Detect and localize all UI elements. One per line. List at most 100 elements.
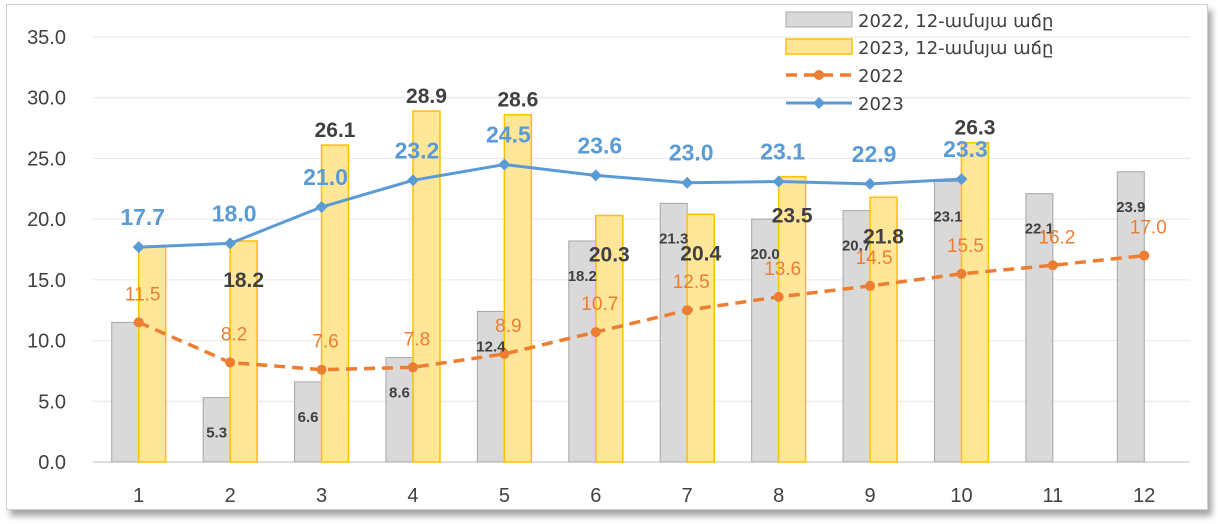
x-tick-label: 3	[316, 485, 327, 507]
y-tick-label: 35.0	[27, 27, 66, 49]
label-2022-bar: 18.2	[568, 268, 597, 285]
legend: 2022, 12-ամսյա աճը 2023, 12-ամսյա աճը 2022…	[785, 11, 1053, 115]
x-tick-label: 5	[499, 485, 510, 507]
point-2023	[406, 174, 419, 187]
bar-2023	[686, 213, 715, 463]
label-2023-line: 23.2	[395, 137, 440, 163]
point-2022	[773, 291, 784, 302]
label-2023-line: 23.6	[577, 132, 622, 158]
x-tick-label: 6	[590, 485, 601, 507]
label-2022-bar: 12.4	[476, 338, 506, 355]
y-axis-ticks: 0.0 5.0 10.0 15.0 20.0 25.0 30.0 35.0	[27, 27, 66, 474]
label-2022-bar: 23.9	[1116, 199, 1145, 216]
label-2023-line: 23.1	[760, 139, 805, 165]
bar-2023	[595, 214, 624, 463]
label-2022-line: 8.2	[221, 324, 247, 345]
bar-2022	[1116, 171, 1145, 463]
label-2022-line: 17.0	[1130, 218, 1167, 239]
data-labels: 5.3 6.6 8.6 12.4 18.2 21.3 20.0 20.7 23.1 22.1 23.…	[120, 85, 1166, 442]
label-2023-bar: 26.1	[315, 119, 356, 142]
legend-label: 2022, 12-ամսյա աճը	[858, 11, 1053, 32]
point-2022	[407, 362, 418, 373]
bar-2022	[385, 357, 414, 463]
bar-2022	[933, 181, 962, 463]
legend-label: 2023	[858, 94, 904, 115]
x-tick-label: 10	[950, 485, 972, 507]
point-2022	[590, 327, 601, 338]
label-2022-line: 15.5	[947, 236, 984, 257]
point-2023	[224, 237, 237, 250]
label-2023-bar: 18.2	[223, 269, 264, 292]
legend-swatch-2022-bar	[785, 11, 853, 28]
legend-label: 2023, 12-ամսյա աճը	[858, 38, 1053, 59]
legend-marker-2023	[813, 97, 825, 109]
point-2022	[499, 348, 510, 359]
label-2022-line: 13.6	[764, 259, 801, 280]
bar-2023	[503, 113, 533, 463]
y-tick-label: 0.0	[38, 452, 66, 474]
legend-marker-2022	[814, 70, 824, 80]
label-2022-line: 10.7	[581, 294, 618, 315]
x-tick-label: 4	[407, 485, 418, 507]
label-2023-bar: 23.5	[772, 205, 813, 228]
label-2023-line: 17.7	[120, 204, 165, 230]
point-2022	[865, 280, 876, 291]
point-2023	[589, 169, 602, 182]
bar-2022	[1025, 193, 1054, 463]
label-2023-line: 23.0	[669, 140, 714, 166]
label-2023-bar: 28.6	[497, 89, 538, 112]
line-2022	[138, 253, 1145, 372]
lines	[132, 158, 1150, 375]
y-tick-label: 10.0	[27, 331, 66, 353]
point-2023	[315, 201, 328, 213]
label-2022-bar: 5.3	[206, 425, 227, 442]
y-tick-label: 25.0	[27, 148, 66, 170]
bar-2023	[137, 246, 167, 463]
label-2023-bar: 28.9	[406, 85, 447, 108]
y-tick-label: 20.0	[27, 209, 66, 231]
point-2022	[225, 357, 236, 368]
bar-2022	[842, 210, 871, 463]
x-tick-label: 1	[133, 485, 144, 507]
point-2023	[681, 176, 694, 189]
y-tick-label: 15.0	[27, 270, 66, 292]
label-2022-bar: 6.6	[298, 409, 319, 426]
x-tick-label: 12	[1133, 485, 1155, 507]
bar-2022	[751, 218, 780, 463]
bar-2022	[111, 321, 140, 463]
label-2022-bar: 23.1	[933, 209, 962, 226]
point-2022	[316, 364, 327, 375]
x-tick-label: 9	[864, 485, 875, 507]
y-tick-label: 5.0	[38, 391, 66, 413]
label-2023-line: 21.0	[303, 164, 348, 190]
legend-label: 2022	[858, 66, 904, 87]
label-2023-line: 23.3	[943, 136, 988, 162]
bar-2023	[320, 144, 350, 463]
label-2022-line: 14.5	[856, 248, 893, 269]
point-2022	[1139, 250, 1150, 261]
point-2023	[772, 175, 785, 188]
point-2023	[498, 158, 511, 171]
legend-swatch-2023-bar	[785, 38, 853, 55]
bar-2022	[202, 397, 231, 463]
x-tick-label: 7	[682, 485, 693, 507]
point-2023	[955, 173, 968, 186]
label-2022-line: 12.5	[673, 272, 710, 293]
label-2022-bar: 20.0	[751, 246, 780, 263]
bar-2022	[659, 202, 688, 463]
point-2022	[682, 305, 693, 316]
point-2023	[864, 177, 877, 190]
label-2022-line: 7.8	[404, 329, 430, 350]
point-2023	[132, 241, 145, 254]
label-2023-line: 24.5	[486, 122, 531, 148]
y-tick-label: 30.0	[27, 88, 66, 110]
label-2023-bar: 20.4	[680, 242, 721, 265]
bar-2023	[869, 196, 898, 463]
bars	[111, 110, 1145, 463]
label-2022-line: 7.6	[312, 332, 338, 353]
label-2022-line: 16.2	[1038, 227, 1075, 248]
point-2022	[956, 268, 967, 279]
bar-2023	[412, 110, 441, 463]
bar-2023	[777, 175, 807, 463]
